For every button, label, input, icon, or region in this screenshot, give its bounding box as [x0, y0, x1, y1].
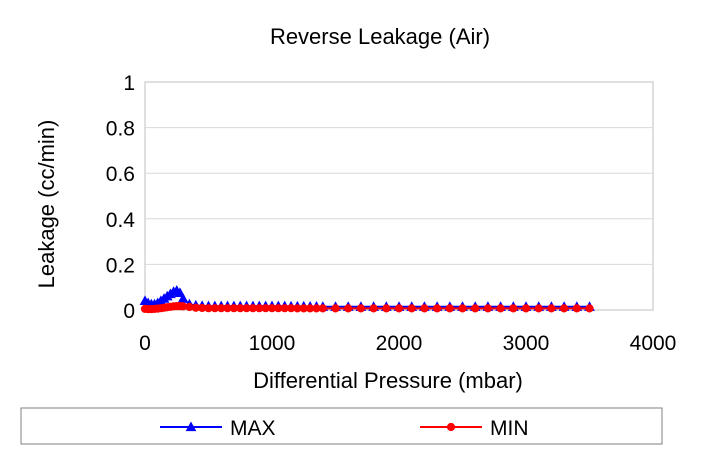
- legend-label: MAX: [230, 417, 276, 440]
- data-point-min: [560, 304, 569, 313]
- data-point-min: [344, 304, 353, 313]
- data-point-min: [407, 304, 416, 313]
- legend-item-max: MAX: [160, 417, 276, 440]
- x-tick-label: 0: [139, 332, 151, 355]
- data-point-min: [534, 304, 543, 313]
- data-point-min: [547, 304, 556, 313]
- data-point-min: [433, 304, 442, 313]
- legend-box: [20, 407, 663, 445]
- data-point-min: [572, 304, 581, 313]
- y-tick-label: 0.8: [106, 118, 135, 141]
- x-tick-label: 1000: [249, 332, 296, 355]
- y-axis-ticks: 0 0.2 0.4 0.6 0.8 1: [106, 72, 136, 323]
- plot-area: [144, 81, 654, 311]
- data-point-max: [174, 287, 186, 297]
- data-point-min: [521, 304, 531, 313]
- data-point-min: [318, 304, 327, 313]
- chart-title: Reverse Leakage (Air): [270, 24, 490, 49]
- data-point-min: [394, 304, 404, 313]
- data-point-min: [331, 304, 340, 313]
- gridlines: [145, 127, 653, 265]
- data-point-min: [369, 304, 378, 313]
- y-tick-label: 1: [123, 72, 135, 95]
- legend-item-min: MIN: [420, 417, 529, 440]
- data-point-min: [496, 304, 505, 313]
- x-tick-label: 3000: [503, 332, 550, 355]
- legend-marker: [185, 421, 197, 432]
- data-point-min: [509, 304, 518, 313]
- data-point-min: [471, 304, 480, 313]
- legend: MAX MIN: [20, 407, 663, 445]
- series-layer: [139, 285, 595, 314]
- y-tick-label: 0.4: [106, 209, 136, 232]
- data-point-min: [585, 304, 594, 313]
- x-axis-ticks: 0 1000 2000 3000 4000: [139, 332, 676, 355]
- series-min: [140, 302, 594, 314]
- data-point-max: [177, 293, 189, 303]
- data-point-min: [420, 304, 429, 313]
- y-tick-label: 0.2: [106, 254, 135, 277]
- x-tick-label: 4000: [630, 332, 677, 355]
- y-tick-label: 0.6: [106, 163, 135, 186]
- x-tick-label: 2000: [376, 332, 423, 355]
- data-point-min: [356, 304, 365, 313]
- y-tick-label: 0: [123, 300, 135, 323]
- legend-label: MIN: [490, 417, 529, 440]
- data-point-min: [382, 304, 391, 313]
- legend-marker: [446, 422, 456, 432]
- data-point-min: [458, 304, 467, 313]
- data-point-min: [445, 304, 454, 313]
- x-axis-title: Differential Pressure (mbar): [253, 368, 523, 393]
- y-axis-title: Leakage (cc/min): [34, 120, 59, 289]
- data-point-min: [483, 304, 492, 313]
